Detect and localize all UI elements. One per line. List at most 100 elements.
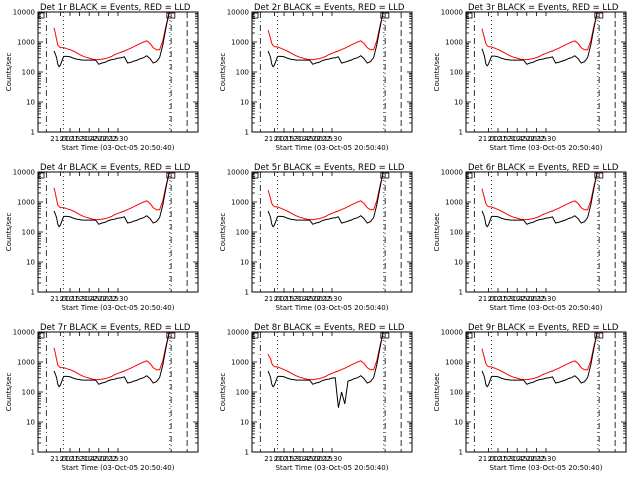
x-tick-label: 21:45 [507, 295, 527, 303]
x-tick-label: 22:00 [517, 135, 537, 143]
x-tick-label: 21:15 [274, 135, 294, 143]
x-tick-label: 21:00 [264, 455, 284, 463]
x-tick-label: 22:30 [536, 295, 556, 303]
x-tick-label: 22:30 [322, 295, 342, 303]
x-tick-label: 21:45 [293, 135, 313, 143]
x-tick-label: 22:00 [89, 295, 109, 303]
y-tick-label: 1 [459, 289, 463, 297]
x-tick-label: 22:15 [98, 455, 118, 463]
plot-frame [37, 11, 199, 133]
y-tick-label: 10000 [13, 329, 35, 337]
events-line [481, 171, 623, 228]
x-tick-label: 22:15 [312, 135, 332, 143]
y-tick-label: 1000 [231, 359, 249, 367]
y-tick-label: 1000 [445, 359, 463, 367]
x-tick-label: 22:15 [526, 455, 546, 463]
x-tick-label: 21:45 [507, 455, 527, 463]
y-tick-label: 10000 [13, 9, 35, 17]
x-axis-label: Start Time (03-Oct-05 20:50:40) [276, 144, 389, 152]
y-tick-label: 100 [22, 229, 35, 237]
x-tick-label: 21:30 [70, 455, 90, 463]
y-tick-label: 100 [450, 69, 463, 77]
x-tick-label: 21:30 [70, 135, 90, 143]
x-tick-label: 21:15 [60, 135, 80, 143]
y-tick-label: 10 [26, 419, 35, 427]
y-tick-label: 100 [450, 229, 463, 237]
marker-box [252, 12, 259, 19]
panel-title: Det 1r BLACK = Events, RED = LLD [40, 3, 191, 13]
marker-box [38, 12, 45, 19]
y-axis-label: Counts/sec [433, 373, 441, 412]
y-axis-label: Counts/sec [433, 213, 441, 252]
y-tick-label: 1 [459, 449, 463, 457]
x-axis-label: Start Time (03-Oct-05 20:50:40) [276, 304, 389, 312]
y-tick-label: 10000 [441, 329, 463, 337]
y-tick-label: 10 [26, 259, 35, 267]
panel-1: 1 10 100 1000 10000 21:0021:1521:3021:4522:00… [5, 3, 199, 152]
y-tick-label: 10 [454, 99, 463, 107]
events-line [53, 331, 195, 388]
x-tick-label: 22:30 [108, 455, 128, 463]
x-tick-label: 22:15 [98, 135, 118, 143]
x-tick-label: 21:15 [488, 455, 508, 463]
panel-6: 1 10 100 1000 10000 21:0021:1521:3021:4522:00… [433, 163, 627, 312]
events-line [267, 11, 409, 68]
x-tick-label: 22:30 [322, 455, 342, 463]
lld-line [53, 171, 195, 221]
y-tick-label: 1 [31, 289, 35, 297]
x-tick-label: 22:15 [98, 295, 118, 303]
plot-frame [37, 331, 199, 453]
x-tick-label: 21:00 [478, 135, 498, 143]
marker-box [252, 172, 259, 179]
x-tick-label: 22:30 [108, 295, 128, 303]
y-tick-label: 10000 [227, 9, 249, 17]
panel-title: Det 8r BLACK = Events, RED = LLD [254, 323, 405, 333]
events-line [267, 171, 409, 228]
plot-frame [37, 171, 199, 293]
panel-5: 1 10 100 1000 10000 21:0021:1521:3021:4522:00… [219, 163, 413, 312]
x-tick-label: 21:00 [478, 295, 498, 303]
y-tick-label: 10000 [441, 169, 463, 177]
x-tick-label: 21:30 [284, 295, 304, 303]
x-tick-label: 21:45 [79, 135, 99, 143]
x-axis-label: Start Time (03-Oct-05 20:50:40) [490, 464, 603, 472]
x-axis-label: Start Time (03-Oct-05 20:50:40) [62, 304, 175, 312]
plot-frame [465, 331, 627, 453]
panel-4: 1 10 100 1000 10000 21:0021:1521:3021:4522:00… [5, 163, 199, 312]
x-tick-label: 21:45 [79, 455, 99, 463]
x-tick-label: 21:45 [507, 135, 527, 143]
panel-3: 1 10 100 1000 10000 21:0021:1521:3021:4522:00… [433, 3, 627, 152]
panel-title: Det 3r BLACK = Events, RED = LLD [468, 3, 619, 13]
lld-line [267, 331, 409, 381]
x-tick-label: 21:45 [293, 455, 313, 463]
x-tick-label: 22:00 [89, 455, 109, 463]
x-tick-label: 21:15 [488, 295, 508, 303]
y-tick-label: 100 [450, 389, 463, 397]
x-tick-label: 21:30 [70, 295, 90, 303]
y-tick-label: 1000 [445, 39, 463, 47]
panel-title: Det 9r BLACK = Events, RED = LLD [468, 323, 619, 333]
events-line [267, 331, 409, 408]
x-tick-label: 21:30 [498, 135, 518, 143]
panel-title: Det 7r BLACK = Events, RED = LLD [40, 323, 191, 333]
y-tick-label: 10 [454, 419, 463, 427]
y-tick-label: 1 [31, 129, 35, 137]
x-tick-label: 22:15 [526, 135, 546, 143]
x-tick-label: 22:00 [517, 295, 537, 303]
x-tick-label: 21:30 [284, 135, 304, 143]
lld-line [481, 171, 623, 221]
x-tick-label: 21:00 [478, 455, 498, 463]
y-axis-label: Counts/sec [219, 373, 227, 412]
events-line [481, 331, 623, 388]
x-tick-label: 21:30 [498, 455, 518, 463]
y-tick-label: 10000 [227, 169, 249, 177]
x-tick-label: 21:00 [264, 295, 284, 303]
y-tick-label: 100 [22, 389, 35, 397]
x-axis-label: Start Time (03-Oct-05 20:50:40) [62, 464, 175, 472]
panel-title: Det 2r BLACK = Events, RED = LLD [254, 3, 405, 13]
marker-box [466, 332, 473, 339]
panel-title: Det 4r BLACK = Events, RED = LLD [40, 163, 191, 173]
x-tick-label: 21:00 [50, 295, 70, 303]
events-line [53, 171, 195, 228]
panel-7: 1 10 100 1000 10000 21:0021:1521:3021:4522:00… [5, 323, 199, 472]
